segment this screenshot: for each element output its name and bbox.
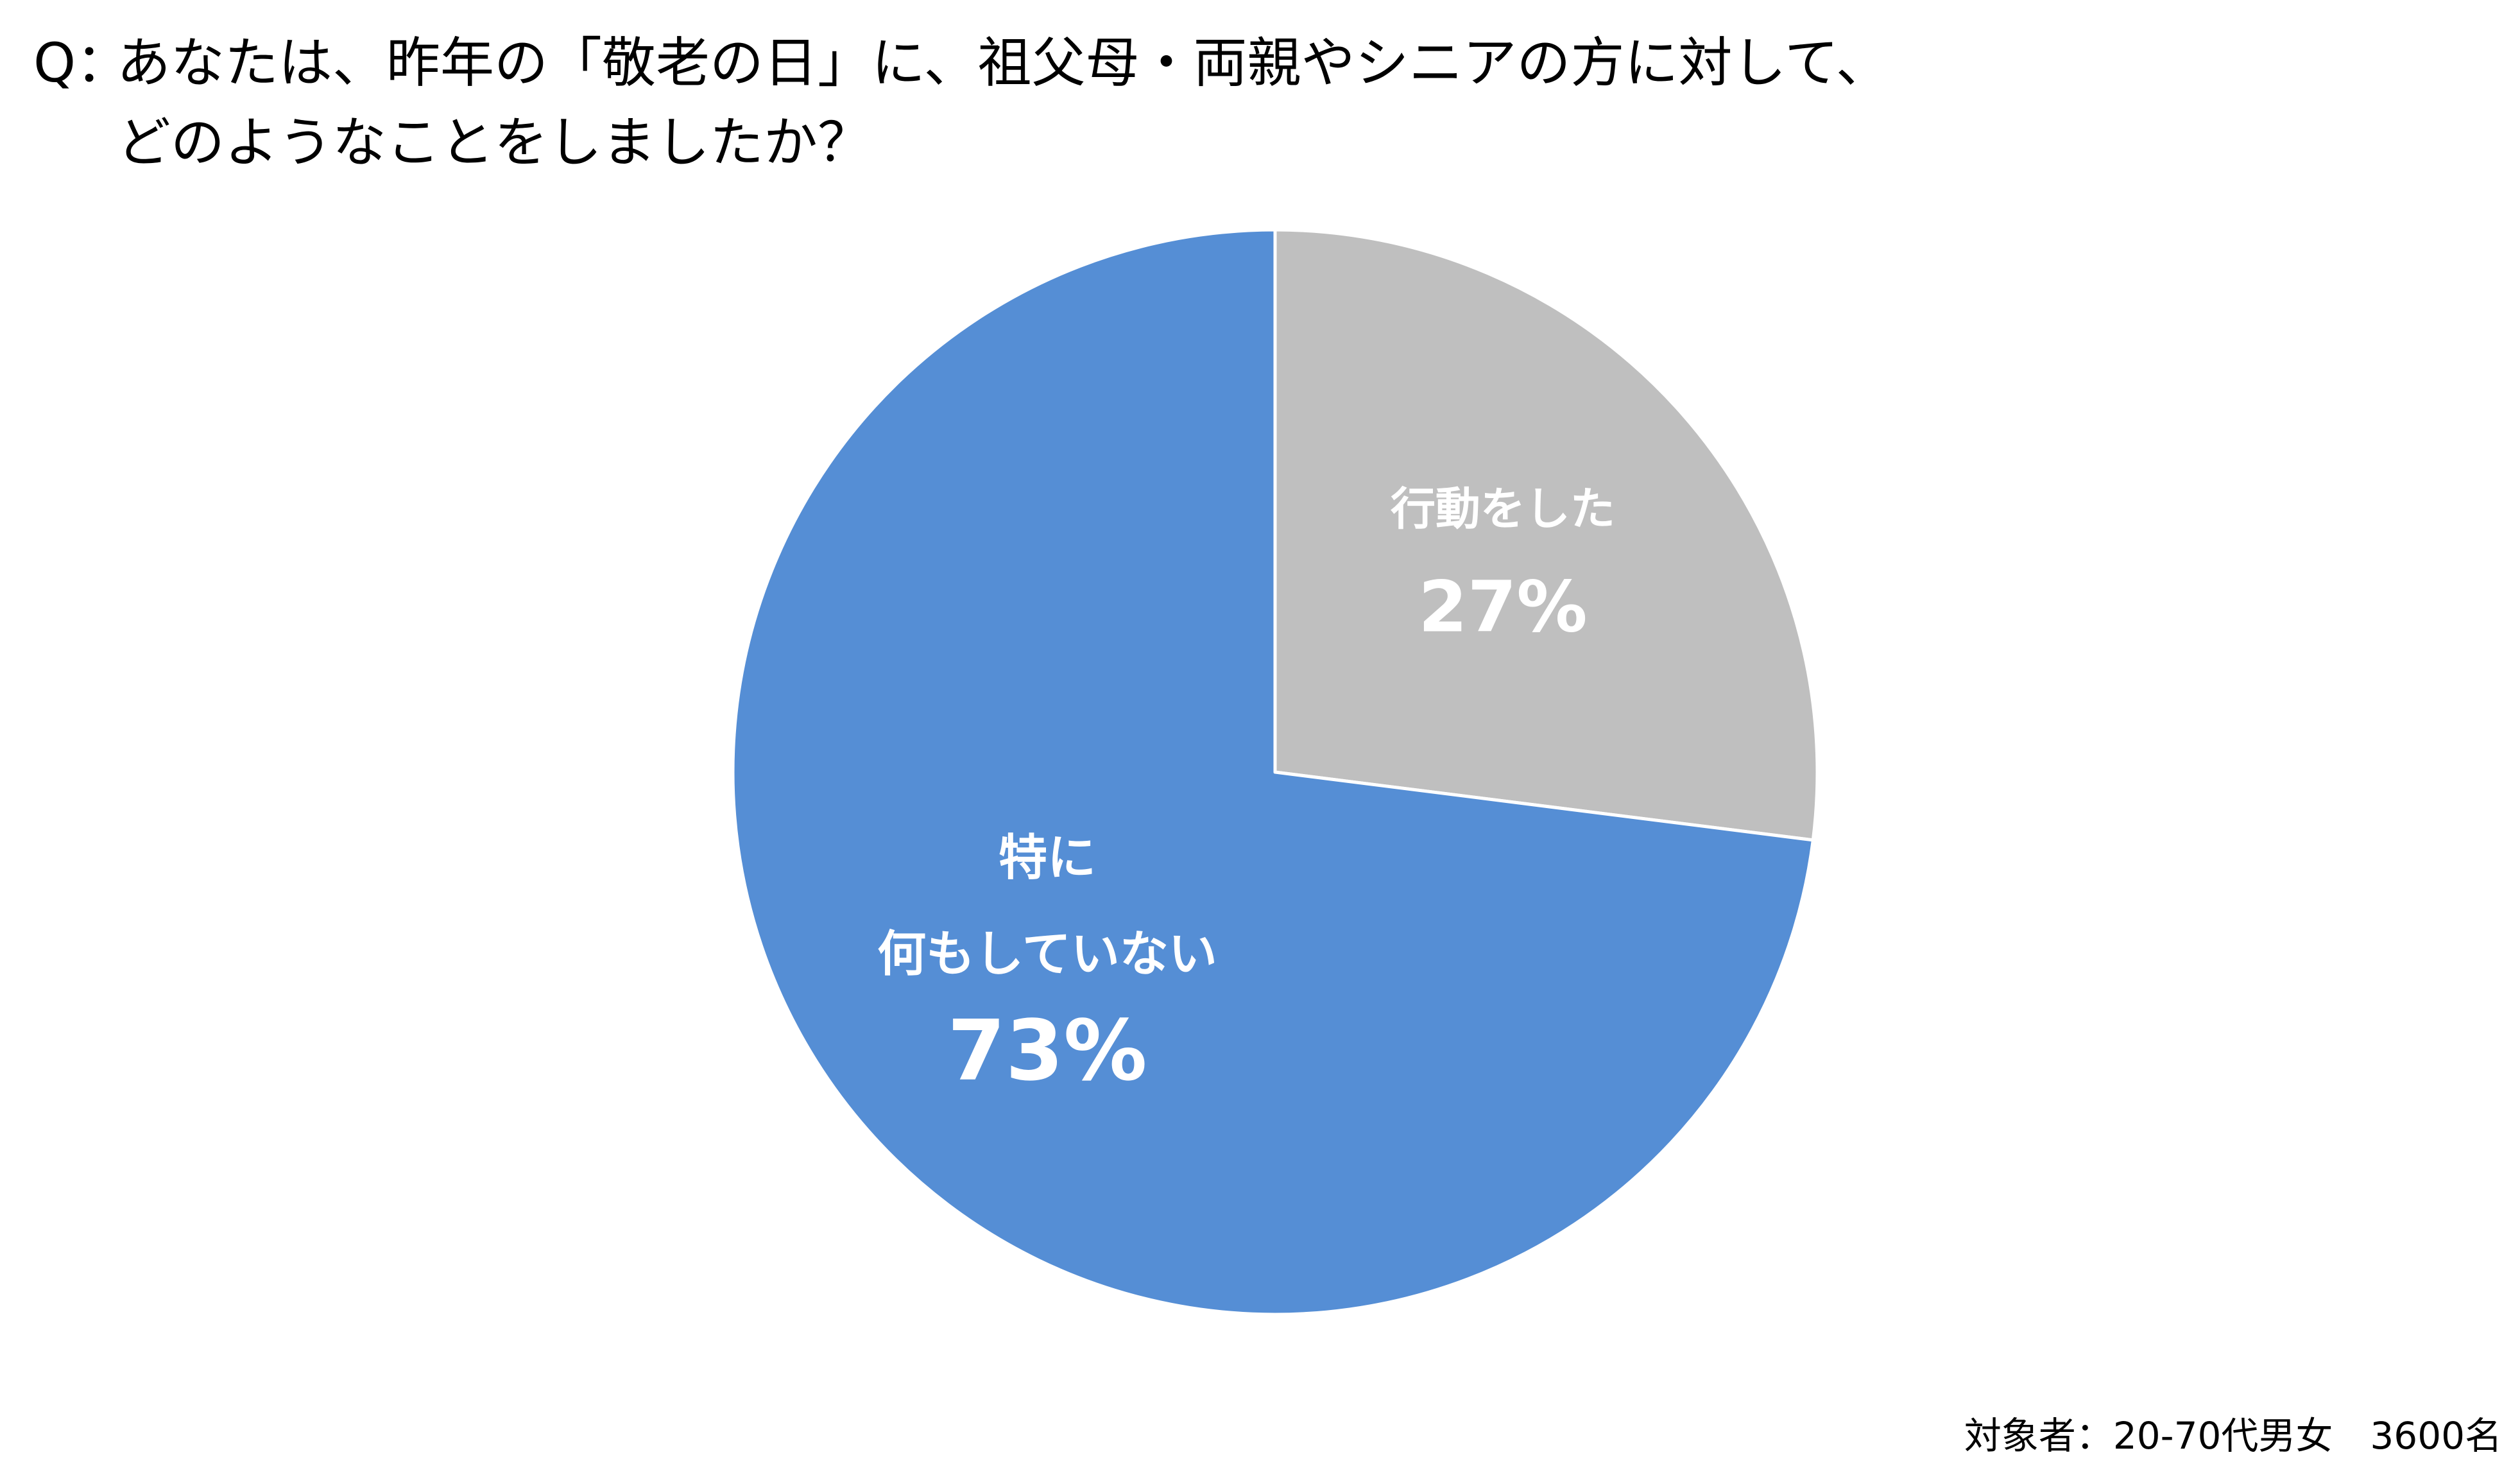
title-line-2: どのようなことをしましたか？ bbox=[33, 103, 2408, 182]
slice-category-label: 何もしていない bbox=[877, 925, 1217, 982]
slice-percent-label: 73% bbox=[947, 1002, 1147, 1099]
slice-category-label: 特に bbox=[999, 829, 1096, 886]
sample-footnote: 対象者：20-70代男女 3600名 bbox=[1964, 1414, 2502, 1458]
question-prefix: Q： bbox=[33, 31, 130, 94]
pie-slice-0 bbox=[1273, 228, 1819, 842]
chart-title: Q：あなたは、昨年の「敬老の日」に、祖父母・両親やシニアの方に対して、 どのよう… bbox=[33, 23, 2408, 182]
slice-label-group-0: 行動をした 27% bbox=[1391, 483, 1615, 648]
title-text-2: どのようなことをしましたか？ bbox=[117, 111, 872, 174]
title-text-1: あなたは、昨年の「敬老の日」に、祖父母・両親やシニアの方に対して、 bbox=[117, 31, 1890, 94]
pie-slice-1 bbox=[731, 228, 1815, 1316]
title-line-1: Q：あなたは、昨年の「敬老の日」に、祖父母・両親やシニアの方に対して、 bbox=[33, 23, 2408, 103]
slice-percent-label: 27% bbox=[1418, 565, 1587, 648]
slice-category-label: 行動をした bbox=[1391, 483, 1615, 535]
